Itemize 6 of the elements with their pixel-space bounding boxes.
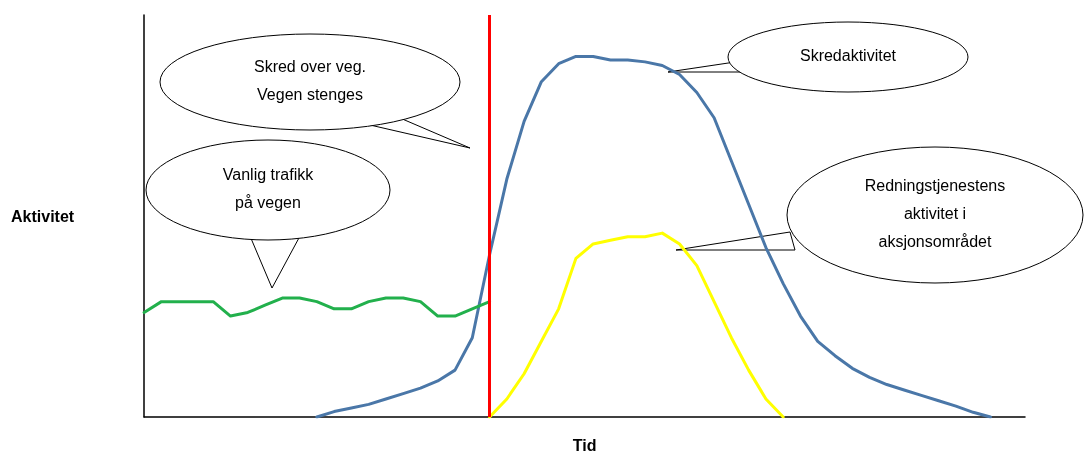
y-axis-title: Aktivitet (11, 207, 75, 225)
annotation: Vanlig trafikk på vegen (222, 166, 315, 212)
x-axis-title: Tid (572, 436, 597, 454)
annotation: Skred over veg. Vegen stenges (253, 58, 367, 104)
annotation: Skredaktivitet (799, 47, 897, 65)
annotation: Redningstjenestens aktivitet i aksjonsområdet (864, 177, 1006, 251)
